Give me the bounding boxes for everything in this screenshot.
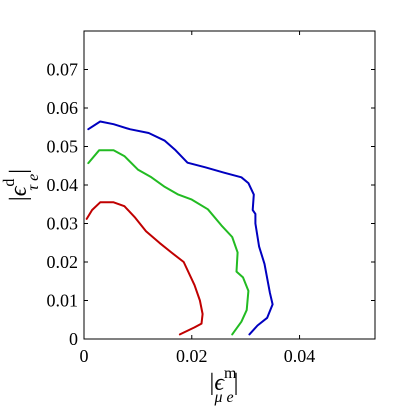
x-tick-label: 0.02 — [176, 346, 208, 366]
y-tick-label: 0.07 — [47, 60, 79, 80]
series-line-2 — [87, 149, 250, 336]
y-axis-label-sup: d — [1, 179, 18, 187]
y-tick-label: 0.04 — [47, 175, 79, 195]
y-axis-label: |ϵd τ e| — [1, 169, 42, 201]
series-line-3 — [85, 201, 204, 336]
x-tick-label: 0 — [80, 346, 89, 366]
x-axis-label-sup: m — [224, 365, 237, 382]
y-axis-label-sub: τ e — [25, 174, 42, 191]
y-tick-label: 0.03 — [47, 214, 79, 234]
series-layer — [85, 120, 274, 336]
y-tick-label: 0.05 — [47, 137, 79, 157]
x-tick-label: 0.04 — [284, 346, 316, 366]
x-axis-label: |ϵm μ e| — [210, 365, 239, 406]
plot-area — [83, 30, 376, 340]
y-tick-label: 0.06 — [47, 98, 79, 118]
y-axis-label-base: ϵ — [6, 185, 32, 196]
y-tick-label: 0.01 — [47, 291, 79, 311]
series-line-1 — [87, 120, 274, 336]
y-tick-label: 0.02 — [47, 252, 79, 272]
x-axis-label-sub: μ e — [213, 389, 233, 406]
y-tick-label: 0 — [69, 329, 78, 349]
ticks-layer: 0 0.02 0.04 0 0.01 0.02 0.03 0.04 0.05 0.06 0.07 — [47, 31, 375, 366]
x-axis-label-base: ϵ — [214, 370, 225, 396]
